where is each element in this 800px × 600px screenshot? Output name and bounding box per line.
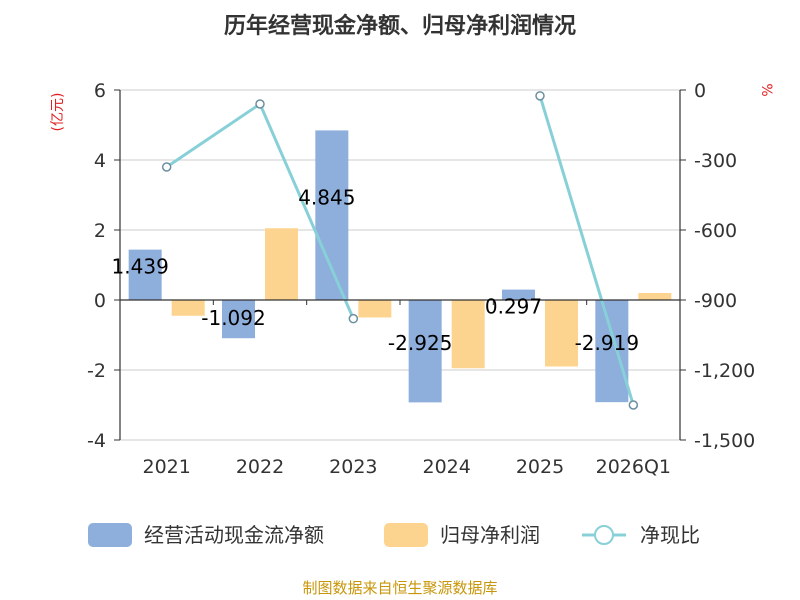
right-tick-label: 0 bbox=[694, 80, 706, 102]
left-tick-label: 0 bbox=[94, 290, 106, 312]
bar-netprofit bbox=[545, 300, 578, 367]
grid bbox=[120, 89, 680, 441]
bar-cashflow bbox=[502, 289, 535, 300]
source-note: 制图数据来自恒生聚源数据库 bbox=[302, 579, 497, 597]
axes: 6 4 2 0 -2 -4 0 -300 -600 -900 -1,200 -1,500 (亿元)% 20… bbox=[50, 80, 774, 478]
bar-netprofit bbox=[265, 228, 298, 300]
bar-value-label: 4.845 bbox=[298, 185, 355, 209]
x-tick-label: 2024 bbox=[422, 456, 470, 478]
right-tick-label: -300 bbox=[694, 150, 737, 172]
left-tick-label: 6 bbox=[94, 80, 106, 102]
bar-value-label: -2.919 bbox=[575, 331, 639, 355]
x-tick-label: 2022 bbox=[236, 456, 284, 478]
ratio-point bbox=[161, 162, 172, 172]
left-tick-label: -2 bbox=[87, 360, 106, 382]
bar-cashflow bbox=[128, 249, 162, 300]
legend-label-cashflow: 经营活动现金流净额 bbox=[144, 523, 324, 547]
bar-value-label: 1.439 bbox=[112, 255, 169, 279]
data-labels: 1.439 -1.092 4.845 -2.925 0.297 -2.919 bbox=[112, 185, 640, 355]
x-tick-label: 2021 bbox=[142, 456, 190, 478]
bar-netprofit bbox=[451, 300, 485, 369]
bar-cashflow bbox=[222, 300, 255, 339]
legend-marker-ratio bbox=[594, 525, 614, 545]
legend: 经营活动现金流净额 归母净利润 净现比 bbox=[88, 523, 700, 547]
legend-label-ratio: 净现比 bbox=[640, 523, 700, 547]
bar-value-label: -2.925 bbox=[388, 331, 452, 355]
left-axis-unit: (亿元) bbox=[50, 93, 66, 132]
x-tick-label: 2026Q1 bbox=[596, 456, 671, 478]
bar-value-label: 0.297 bbox=[485, 295, 542, 319]
bar-cashflow bbox=[408, 300, 442, 403]
right-tick-label: -1,200 bbox=[694, 360, 755, 382]
bar-netprofit bbox=[358, 300, 392, 318]
legend-swatch-netprofit bbox=[384, 523, 428, 547]
ratio-point bbox=[535, 91, 545, 101]
legend-label-netprofit: 归母净利润 bbox=[440, 523, 540, 547]
bar-cashflow bbox=[595, 300, 629, 403]
left-tick-label: 4 bbox=[94, 150, 106, 172]
legend-swatch-cashflow bbox=[88, 523, 132, 547]
right-tick-label: -600 bbox=[694, 220, 737, 242]
right-tick-label: -900 bbox=[694, 290, 737, 312]
ratio-point bbox=[628, 400, 639, 410]
bar-cashflow bbox=[315, 130, 349, 300]
ratio-point bbox=[348, 313, 359, 324]
ratio-line bbox=[161, 91, 639, 410]
bar-netprofit bbox=[171, 300, 205, 316]
bar-netprofit bbox=[638, 293, 672, 300]
bar-value-label: -1.092 bbox=[201, 306, 265, 330]
ratio-point bbox=[255, 99, 265, 109]
right-tick-label: -1,500 bbox=[694, 430, 755, 452]
left-tick-label: -4 bbox=[87, 430, 106, 452]
x-tick-label: 2025 bbox=[516, 456, 564, 478]
right-axis-unit: % bbox=[758, 83, 774, 96]
x-tick-label: 2023 bbox=[329, 456, 377, 478]
chart-title: 历年经营现金净额、归母净利润情况 bbox=[224, 13, 576, 39]
ratio-line-segment bbox=[538, 95, 635, 406]
left-tick-label: 2 bbox=[94, 220, 106, 242]
